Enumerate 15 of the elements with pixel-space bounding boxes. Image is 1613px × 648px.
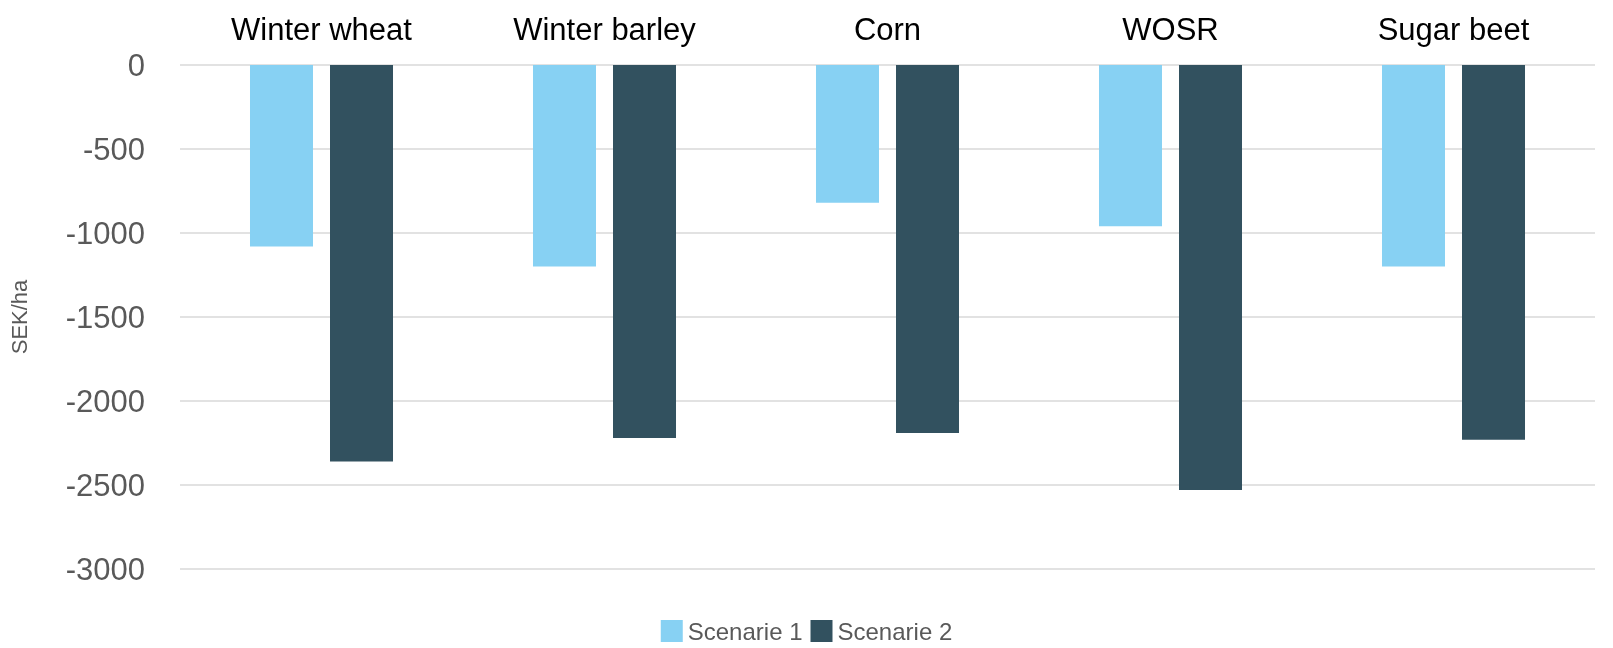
x-tick-label: Winter barley: [513, 12, 697, 47]
y-tick-label: 0: [127, 47, 145, 83]
x-tick-label: Sugar beet: [1377, 12, 1530, 47]
y-tick-label: -3000: [65, 551, 145, 587]
y-tick-label: -1000: [65, 215, 145, 251]
x-tick-label: Corn: [853, 12, 922, 47]
y-axis-title: SEK/ha: [6, 278, 32, 355]
y-tick-label: -2500: [65, 467, 145, 503]
legend-label: Scenarie 1: [687, 617, 803, 645]
y-tick-label: -500: [82, 131, 145, 167]
x-tick-label: Winter wheat: [231, 12, 413, 47]
y-tick-label: -2000: [65, 383, 145, 419]
y-tick-label: -1500: [65, 299, 145, 335]
x-tick-label: WOSR: [1122, 12, 1219, 47]
legend-label: Scenarie 2: [837, 617, 953, 645]
